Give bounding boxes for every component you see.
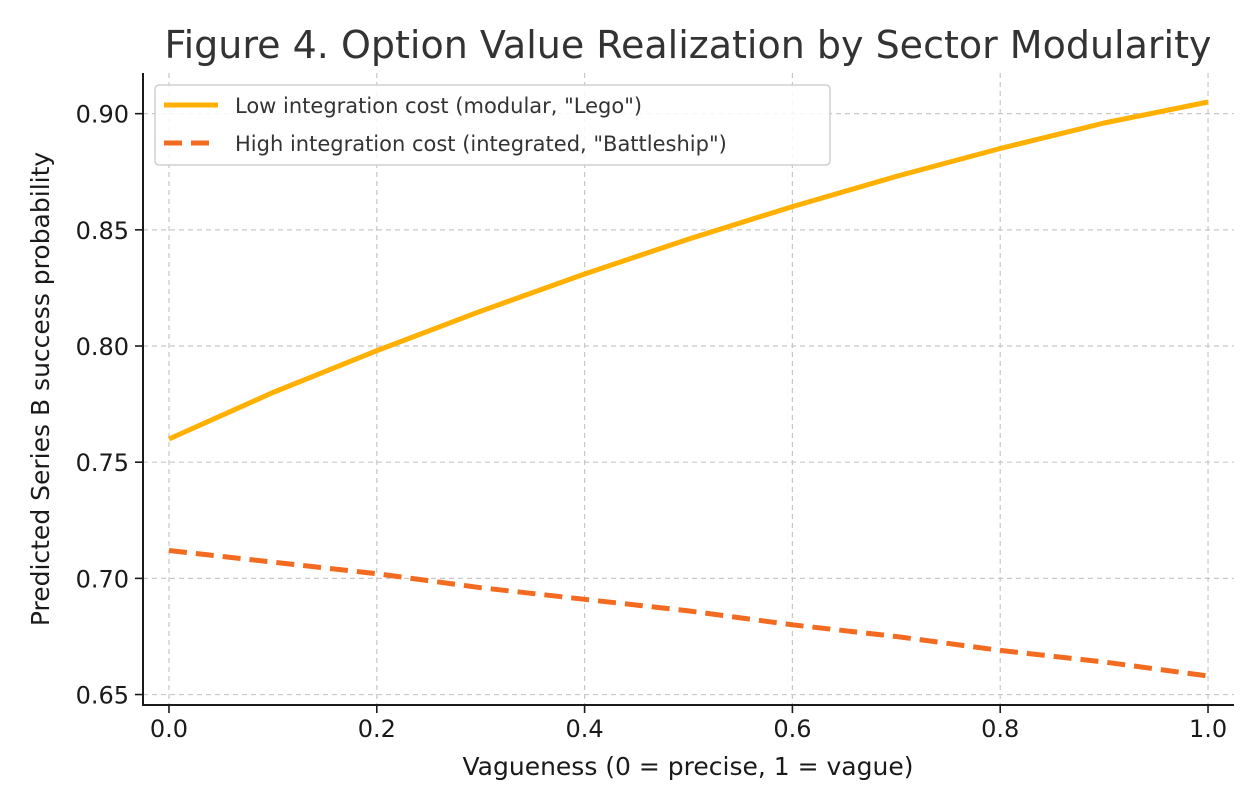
y-tick-label: 0.65	[76, 682, 129, 710]
series-line-high-integration	[168, 548, 1209, 679]
x-tick-label: 0.6	[773, 715, 811, 743]
y-tick-label: 0.70	[76, 565, 129, 593]
y-tick-label: 0.80	[76, 333, 129, 361]
y-tick-label: 0.90	[76, 101, 129, 129]
legend: Low integration cost (modular, "Lego") H…	[154, 84, 831, 166]
axes	[142, 73, 1234, 706]
y-tick-label: 0.85	[76, 217, 129, 245]
y-axis-title: Predicted Series B success probability	[26, 152, 55, 627]
x-tick-label: 0.2	[358, 715, 396, 743]
x-tick-label: 0.4	[566, 715, 604, 743]
x-tick-label: 1.0	[1189, 715, 1227, 743]
x-axis-title: Vagueness (0 = precise, 1 = vague)	[463, 752, 914, 781]
y-tick-label: 0.75	[76, 449, 129, 477]
grid	[143, 73, 1234, 705]
legend-frame	[154, 84, 831, 166]
chart-title: Figure 4. Option Value Realization by Se…	[165, 23, 1212, 67]
series-line-low-integration	[167, 99, 1209, 442]
legend-label-low-integration: Low integration cost (modular, "Lego")	[235, 94, 642, 118]
x-axis-ticks: 0.0 0.2 0.4 0.6 0.8 1.0	[150, 705, 1227, 743]
y-axis-ticks: 0.65 0.70 0.75 0.80 0.85 0.90	[76, 101, 143, 710]
x-tick-label: 0.8	[981, 715, 1019, 743]
series-lines	[167, 99, 1209, 679]
x-tick-label: 0.0	[150, 715, 188, 743]
legend-label-high-integration: High integration cost (integrated, "Batt…	[235, 132, 727, 156]
